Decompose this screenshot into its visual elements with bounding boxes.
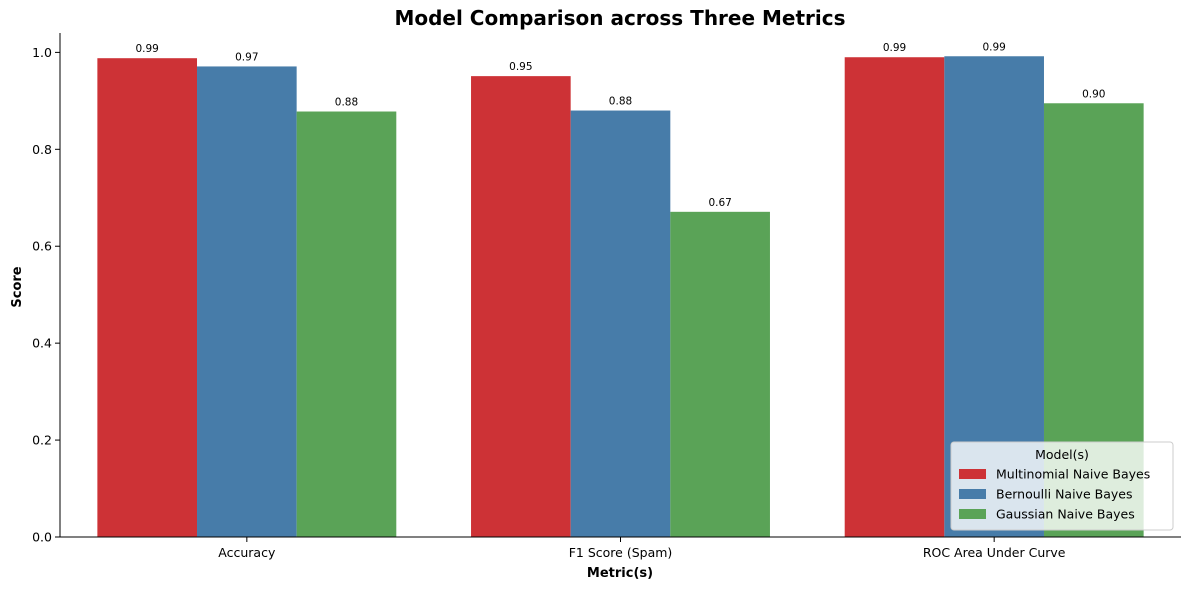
plot-area: 0.99 0.95 0.99 0.97 0.88 0.99 0.88 0.67 0.90 0.0 0… [32, 33, 1181, 560]
data-label: 0.99 [982, 41, 1005, 53]
bar [844, 57, 945, 537]
x-tick-label: Accuracy [218, 545, 276, 560]
legend-swatch [959, 509, 986, 519]
bar [197, 66, 297, 537]
legend-item-label: Multinomial Naive Bayes [996, 467, 1150, 482]
data-label: 0.88 [335, 97, 358, 109]
data-label: 0.99 [135, 43, 158, 55]
data-label: 0.99 [883, 42, 906, 54]
legend-swatch [959, 469, 986, 479]
bar [97, 58, 198, 537]
legend-item-label: Gaussian Naive Bayes [996, 507, 1135, 522]
y-tick-label: 0.0 [32, 530, 52, 545]
x-tick-label: ROC Area Under Curve [923, 545, 1066, 560]
legend-title: Model(s) [1035, 447, 1089, 462]
bar [296, 111, 397, 537]
chart-title: Model Comparison across Three Metrics [394, 6, 845, 30]
data-label: 0.88 [609, 96, 632, 108]
legend-box [950, 441, 1174, 531]
bar [670, 211, 770, 537]
x-tick-label: F1 Score (Spam) [569, 545, 673, 560]
y-tick-label: 0.8 [32, 142, 52, 157]
legend-swatch [959, 489, 986, 499]
legend-item-label: Bernoulli Naive Bayes [996, 487, 1132, 502]
x-axis-label: Metric(s) [587, 566, 653, 581]
data-label: 0.90 [1082, 88, 1105, 100]
data-label: 0.95 [509, 61, 532, 73]
data-label: 0.97 [235, 51, 258, 63]
y-tick-label: 0.2 [32, 433, 52, 448]
y-tick-label: 0.4 [32, 336, 52, 351]
legend: Model(s) Multinomial Naive Bayes Bernoulli… [950, 441, 1174, 531]
y-tick-label: 1.0 [32, 45, 52, 60]
bar [471, 76, 571, 537]
y-axis-label: Score [10, 266, 25, 307]
y-tick-label: 0.6 [32, 239, 52, 254]
bar [570, 110, 671, 537]
data-label: 0.67 [708, 197, 731, 209]
